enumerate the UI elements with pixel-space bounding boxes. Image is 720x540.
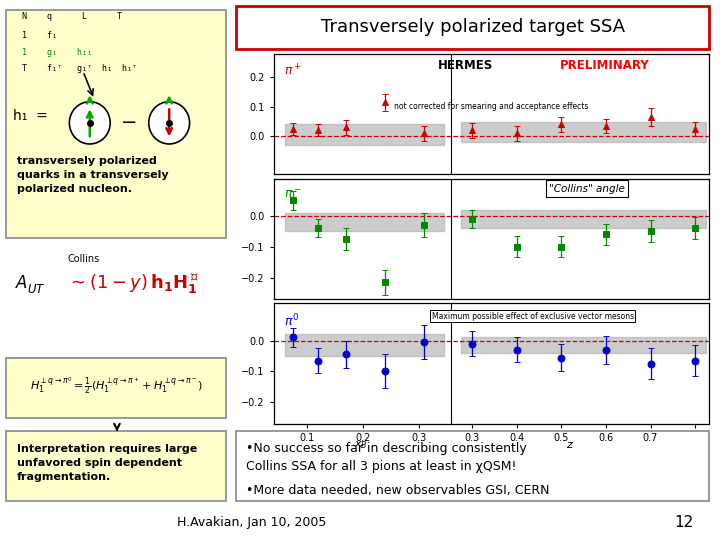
- Text: HERMES: HERMES: [438, 59, 493, 72]
- Circle shape: [69, 102, 110, 144]
- Text: H.Avakian, Jan 10, 2005: H.Avakian, Jan 10, 2005: [177, 516, 327, 529]
- Text: Collins: Collins: [67, 254, 99, 264]
- FancyBboxPatch shape: [6, 359, 226, 418]
- Text: •More data needed, new observables GSI, CERN: •More data needed, new observables GSI, …: [246, 484, 549, 497]
- Text: 1    g₁    h₁₁: 1 g₁ h₁₁: [22, 48, 91, 57]
- Text: $z$: $z$: [566, 440, 574, 450]
- FancyBboxPatch shape: [236, 6, 709, 49]
- Text: transversely polarized
quarks in a transversely
polarized nucleon.: transversely polarized quarks in a trans…: [17, 156, 168, 194]
- Text: not corrected for smearing and acceptance effects: not corrected for smearing and acceptanc…: [395, 102, 588, 111]
- Text: $\pi^0$: $\pi^0$: [284, 313, 300, 330]
- Text: •No success so far in describing consistently
Collins SSA for all 3 pions at lea: •No success so far in describing consist…: [246, 442, 527, 473]
- Text: $\sim (1-y)\,\mathbf{h_1 H_1^{\perp}}$: $\sim (1-y)\,\mathbf{h_1 H_1^{\perp}}$: [67, 272, 199, 295]
- Text: 12: 12: [675, 515, 693, 530]
- FancyBboxPatch shape: [6, 431, 226, 502]
- Text: PRELIMINARY: PRELIMINARY: [559, 59, 649, 72]
- Text: 1    f₁: 1 f₁: [22, 31, 57, 40]
- Text: $A_{UT}^{\,}$: $A_{UT}^{\,}$: [15, 273, 45, 295]
- Text: −: −: [121, 113, 138, 132]
- Text: h₁  =: h₁ =: [13, 109, 48, 123]
- Text: T    f₁ᵀ   g₁ᵀ  h₁  h₁ᵀ: T f₁ᵀ g₁ᵀ h₁ h₁ᵀ: [22, 64, 137, 73]
- Circle shape: [149, 102, 189, 144]
- FancyBboxPatch shape: [6, 10, 226, 238]
- FancyBboxPatch shape: [236, 431, 709, 502]
- Text: $\pi^-$: $\pi^-$: [284, 188, 302, 201]
- Text: $x_B$: $x_B$: [354, 440, 368, 451]
- Text: Interpretation requires large
unfavored spin dependent
fragmentation.: Interpretation requires large unfavored …: [17, 444, 197, 482]
- Text: $\pi^+$: $\pi^+$: [284, 64, 302, 79]
- Text: Maximum possible effect of exclusive vector mesons: Maximum possible effect of exclusive vec…: [432, 312, 634, 321]
- Text: "Collins" angle: "Collins" angle: [549, 184, 625, 193]
- Text: Transversely polarized target SSA: Transversely polarized target SSA: [321, 18, 626, 36]
- Text: N    q      L      T: N q L T: [22, 12, 122, 22]
- Text: $H_1^{\perp q\to\pi^0} = \frac{1}{2}(H_1^{\perp q\to\pi^+} + H_1^{\perp q\to\pi^: $H_1^{\perp q\to\pi^0} = \frac{1}{2}(H_1…: [30, 376, 204, 396]
